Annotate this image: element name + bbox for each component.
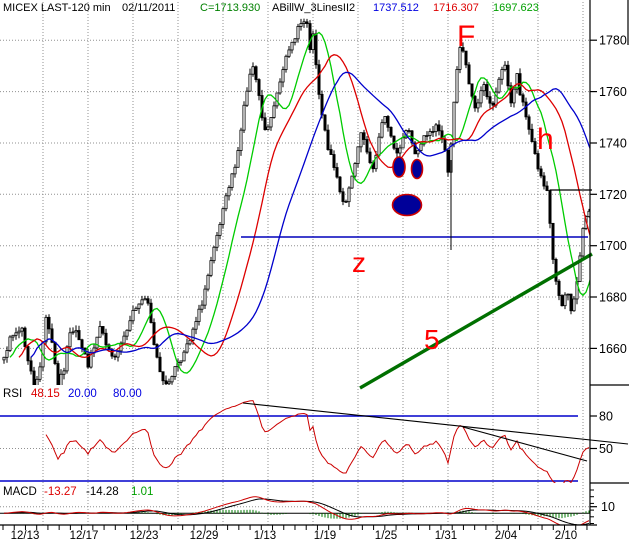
macd-signal-value: -14.28 <box>86 486 119 498</box>
macd-histogram <box>9 509 590 519</box>
rsi-axis-label: 50 <box>599 442 613 456</box>
macd-label: MACD <box>3 486 37 498</box>
macd-line <box>3 496 590 525</box>
close-price-label: C=1713.930 <box>200 2 261 14</box>
ma-line-slow-blue <box>30 71 590 358</box>
rsi-trendline-2 <box>462 426 588 462</box>
trend-line-green <box>359 252 593 390</box>
date-axis-label: 12/29 <box>190 530 219 542</box>
date-axis-label: 12/17 <box>70 530 99 542</box>
macd-value: -13.27 <box>44 486 77 498</box>
axis-labels: 1660 1680 1700 1720 1740 1760 1780 80 50 10 12/13 1… <box>11 34 627 542</box>
macd-signal-line <box>3 498 590 525</box>
rsi-low-level: 20.00 <box>68 388 97 400</box>
highlight-ellipse <box>392 156 406 178</box>
price-axis-label: 1760 <box>599 85 627 99</box>
ma-line-mid-red <box>18 54 590 359</box>
chart-annotations: Fh z 5 <box>241 20 593 390</box>
price-axis-label: 1660 <box>599 342 627 356</box>
candlesticks <box>2 18 590 385</box>
indicator-name: ABillW_3LinesII2 <box>272 2 356 14</box>
macd-axis-label: 10 <box>601 500 615 514</box>
highlight-ellipse <box>410 158 424 180</box>
date-axis-label: 12/23 <box>130 530 159 542</box>
annotation-letter-h: h <box>537 123 554 156</box>
price-axis-label: 1680 <box>599 291 627 305</box>
date-axis-label: 12/13 <box>11 530 40 542</box>
date-axis-label: 1/19 <box>314 530 336 542</box>
ma-fast-value: 1697.623 <box>493 2 539 14</box>
rsi-line <box>45 400 590 483</box>
date-axis-label: 2/04 <box>495 530 518 542</box>
axes <box>0 0 629 530</box>
date-axis-label: 1/25 <box>375 530 397 542</box>
date-axis-label: 1/31 <box>435 530 457 542</box>
annotation-letter-5: 5 <box>424 324 440 355</box>
macd-hist-value: 1.01 <box>131 486 154 498</box>
price-axis-label: 1700 <box>599 239 627 253</box>
rsi-axis-label: 80 <box>599 410 613 424</box>
annotation-letter-z: z <box>352 247 366 278</box>
annotation-letter-F: F <box>457 20 475 53</box>
rsi-high-level: 80.00 <box>113 388 142 400</box>
macd-panel <box>0 496 590 525</box>
price-axis-label: 1720 <box>599 188 627 202</box>
date-label: 02/11/2011 <box>122 2 176 14</box>
price-axis-label: 1780 <box>599 34 627 48</box>
ma-line-fast-green <box>9 31 590 374</box>
rsi-panel <box>0 400 629 483</box>
date-axis-label: 2/10 <box>555 530 577 542</box>
rsi-label: RSI <box>3 388 23 400</box>
ma-slow-value: 1737.512 <box>373 2 419 14</box>
ma-mid-value: 1716.307 <box>433 2 479 14</box>
grid-lines <box>0 2 590 525</box>
highlight-ellipse <box>391 193 423 217</box>
rsi-value: 48.15 <box>31 388 60 400</box>
symbol-label: MICEX LAST-120 min <box>3 2 111 14</box>
rsi-trendline-1 <box>242 402 629 445</box>
price-axis-label: 1740 <box>599 137 627 151</box>
date-axis-label: 1/13 <box>254 530 276 542</box>
